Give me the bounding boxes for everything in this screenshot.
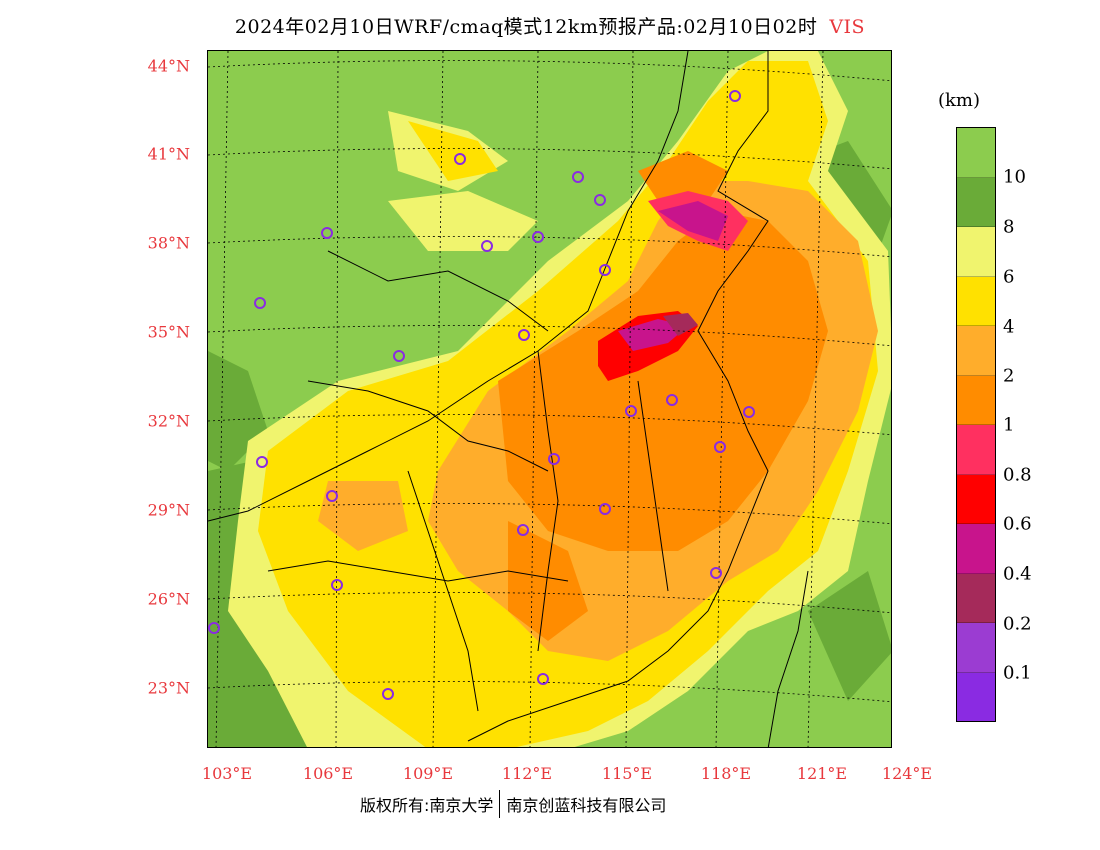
footer-separator (499, 790, 501, 818)
legend-colorbar (956, 127, 996, 722)
legend-swatch-gt10 (957, 128, 995, 178)
vis-1km-region (498, 151, 828, 641)
title-text: 2024年02月10日WRF/cmaq模式12km预报产品:02月10日02时 (234, 16, 818, 38)
legend-tick-2: 2 (1003, 365, 1015, 387)
map-title: 2024年02月10日WRF/cmaq模式12km预报产品:02月10日02时 V… (0, 12, 1100, 39)
legend-tick-0-4: 0.4 (1003, 563, 1032, 585)
lon-label-109: 109°E (402, 764, 454, 783)
lon-label-106: 106°E (302, 764, 354, 783)
legend-tick-0-1: 0.1 (1003, 662, 1032, 684)
lat-label-35: 35°N (147, 322, 190, 342)
lat-label-44: 44°N (147, 56, 190, 76)
lon-label-124: 124°E (881, 764, 933, 783)
legend-tick-8: 8 (1003, 216, 1015, 238)
copyright-text: 版权所有:南京大学 (360, 796, 494, 815)
legend-tick-1: 1 (1003, 414, 1015, 436)
visibility-map (208, 51, 891, 747)
boundaries (208, 51, 809, 747)
lat-label-29: 29°N (147, 500, 190, 520)
legend-tick-0-6: 0.6 (1003, 513, 1032, 535)
legend-tick-4: 4 (1003, 316, 1015, 338)
map-panel (207, 50, 892, 748)
legend-swatch-02-04 (957, 573, 995, 623)
legend-tick-0-2: 0.2 (1003, 613, 1032, 635)
legend-swatch-01-02 (957, 623, 995, 673)
footer-credits: 版权所有:南京大学 南京创蓝科技有限公司 (360, 790, 666, 818)
legend-swatch-lt01 (957, 672, 995, 721)
lon-label-118: 118°E (700, 764, 752, 783)
lon-label-103: 103°E (201, 764, 253, 783)
city-markers (208, 90, 755, 700)
lon-label-112: 112°E (501, 764, 553, 783)
lat-label-26: 26°N (147, 589, 190, 609)
variable-label: VIS (829, 16, 866, 38)
legend-swatch-06-08 (957, 474, 995, 524)
legend-swatch-6-8 (957, 227, 995, 277)
lon-label-121: 121°E (796, 764, 848, 783)
legend-unit: (km) (938, 90, 981, 111)
legend-swatch-1-2 (957, 375, 995, 425)
company-text: 南京创蓝科技有限公司 (506, 796, 667, 815)
legend-swatch-08-1 (957, 425, 995, 475)
legend-tick-6: 6 (1003, 266, 1015, 288)
legend-swatch-4-6 (957, 276, 995, 326)
lon-label-115: 115°E (601, 764, 653, 783)
lat-label-32: 32°N (147, 411, 190, 431)
lat-label-23: 23°N (147, 678, 190, 698)
legend-swatch-8-10 (957, 177, 995, 227)
legend-tick-10: 10 (1003, 166, 1026, 188)
graticule (208, 51, 891, 747)
legend-tick-0-8: 0.8 (1003, 464, 1032, 486)
lat-label-38: 38°N (147, 233, 190, 253)
legend-swatch-04-06 (957, 524, 995, 574)
lat-label-41: 41°N (147, 144, 190, 164)
legend-swatch-2-4 (957, 326, 995, 376)
